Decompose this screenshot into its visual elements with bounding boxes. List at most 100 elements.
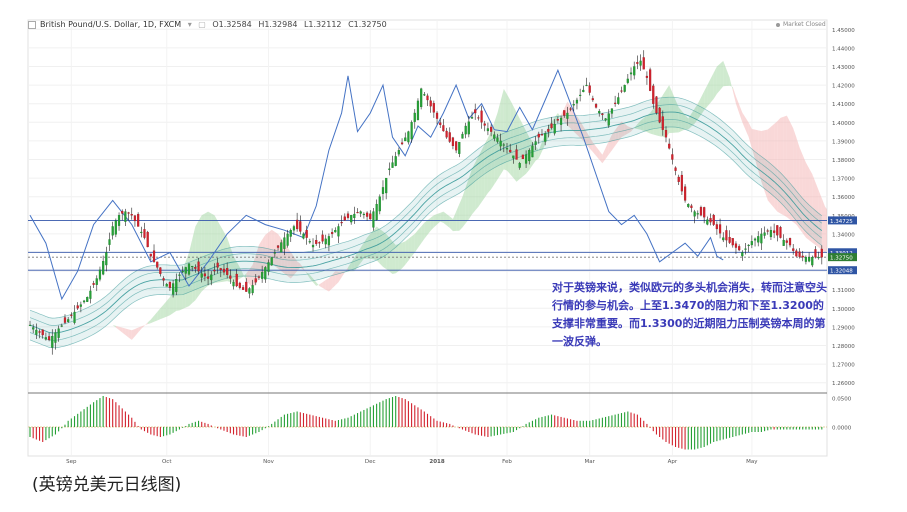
candle <box>773 223 776 239</box>
cloud-segment <box>115 325 120 330</box>
cloud-segment <box>468 168 473 220</box>
candle <box>448 127 451 144</box>
candle-down <box>369 213 372 220</box>
candle-up <box>604 118 607 121</box>
candle-up <box>359 211 362 214</box>
candle-down <box>439 122 442 125</box>
candle-up <box>404 137 407 142</box>
candle <box>636 55 639 70</box>
cloud-segment <box>570 106 574 132</box>
candle-down <box>614 102 617 104</box>
cloud-segment <box>825 206 827 253</box>
cloud-segment <box>491 122 495 190</box>
candle <box>73 305 76 325</box>
level-tag-label: 1.34725 <box>830 219 853 225</box>
cloud-segment <box>395 243 399 274</box>
candle <box>470 111 474 119</box>
candle <box>184 266 187 281</box>
candle <box>461 131 464 139</box>
candle-down <box>652 85 655 104</box>
candle-up <box>458 141 461 154</box>
cloud-segment <box>421 222 425 244</box>
cloud-segment <box>503 88 507 171</box>
cloud-segment <box>895 247 898 257</box>
candle-down <box>521 154 525 160</box>
candle <box>423 91 426 97</box>
price-tick-label: 1.29000 <box>832 325 855 331</box>
time-tick-label: Nov <box>263 459 274 465</box>
candle <box>54 329 57 350</box>
cloud-segment <box>510 99 514 178</box>
cloud-segment <box>204 211 209 289</box>
candle <box>280 239 283 253</box>
candle <box>388 162 391 176</box>
candle <box>372 207 375 231</box>
candle-down <box>668 143 671 149</box>
candle-up <box>804 256 808 262</box>
candle-down <box>480 110 483 123</box>
market-status-text: Market Closed <box>783 21 826 28</box>
candle-down <box>197 261 200 272</box>
candle <box>792 243 795 255</box>
square-icon[interactable]: ▢ <box>198 20 206 29</box>
cloud-segment <box>424 220 428 239</box>
candle <box>178 272 181 283</box>
candle-up <box>496 137 499 142</box>
candle-down <box>315 240 318 244</box>
candle-down <box>563 110 566 116</box>
candle-up <box>187 263 191 275</box>
candle-up <box>108 239 111 245</box>
price-tick-label: 1.44000 <box>832 46 855 52</box>
candle <box>397 147 400 157</box>
cloud-segment <box>189 239 193 307</box>
candle <box>521 154 525 160</box>
candle <box>486 122 490 136</box>
candle <box>102 255 105 276</box>
candle-down <box>159 267 162 275</box>
oscillator-tick-label: 0.0000 <box>832 426 852 432</box>
candle <box>248 287 251 299</box>
open-value: O1.32584 <box>212 20 252 29</box>
candle-down <box>455 141 458 151</box>
candle <box>537 131 540 144</box>
candle <box>760 228 763 250</box>
level-tag <box>828 266 857 275</box>
cloud-segment <box>417 226 422 248</box>
candle-up <box>286 233 289 246</box>
cloud-segment <box>761 130 765 192</box>
level-tag-label: 1.32048 <box>830 269 853 275</box>
candle-up <box>60 325 63 327</box>
candle <box>458 141 461 158</box>
candle <box>162 276 165 287</box>
candle <box>804 255 808 265</box>
candle-up <box>750 241 753 246</box>
band-line <box>29 126 823 349</box>
candle-down <box>820 248 823 258</box>
candle-up <box>302 233 305 239</box>
candle <box>715 221 718 235</box>
candle-down <box>703 207 706 218</box>
candle <box>362 212 366 219</box>
price-tick-label: 1.43000 <box>832 65 855 71</box>
candle <box>133 214 137 227</box>
candle <box>92 280 95 289</box>
candle <box>566 106 569 126</box>
candle-down <box>728 236 731 243</box>
candle <box>811 255 814 268</box>
candle-down <box>674 167 677 171</box>
candle-down <box>203 273 207 277</box>
candle <box>467 115 470 138</box>
candle <box>579 88 582 102</box>
cloud-segment <box>710 72 714 103</box>
candle-up <box>353 213 356 219</box>
chevron-down-icon[interactable]: ▾ <box>187 20 192 29</box>
cloud-segment <box>456 204 460 231</box>
candle-down <box>206 276 210 279</box>
candle-down <box>658 107 661 123</box>
candle-up <box>747 244 750 247</box>
candle <box>124 208 127 227</box>
candle <box>57 325 60 342</box>
candle <box>267 259 270 276</box>
candle-down <box>149 253 152 257</box>
candle <box>127 211 130 221</box>
